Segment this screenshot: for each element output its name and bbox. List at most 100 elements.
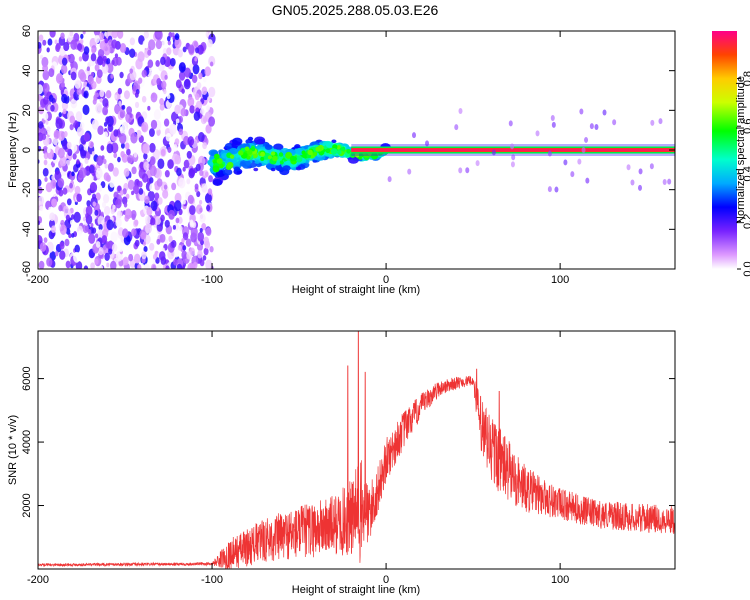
noise-cell — [68, 53, 75, 64]
noise-cell — [62, 108, 67, 115]
spec-xtick-label: -100 — [201, 274, 223, 286]
noise-cell — [183, 78, 191, 90]
spec-ytick-label: 0 — [21, 147, 33, 153]
noise-cell — [42, 112, 49, 121]
noise-cell — [156, 178, 163, 187]
snr-ytick-label: 4000 — [21, 430, 33, 454]
sparse-speck — [638, 184, 643, 191]
sparse-speck — [535, 130, 540, 137]
noise-cell — [38, 222, 43, 233]
spec-ytick-label: -40 — [21, 221, 33, 237]
noise-cell — [164, 219, 170, 228]
band-core-cell — [212, 165, 220, 173]
noise-cell — [58, 204, 63, 212]
noise-cell — [117, 241, 125, 253]
noise-cell — [167, 159, 174, 170]
noise-cell — [107, 162, 114, 172]
noise-cell — [105, 241, 110, 249]
noise-cell — [83, 92, 88, 98]
noise-cell — [97, 48, 105, 59]
noise-cell — [42, 70, 50, 81]
noise-cell — [89, 181, 98, 193]
noise-cell — [157, 197, 163, 205]
noise-cell — [71, 171, 75, 177]
noise-cell — [97, 184, 103, 192]
sparse-speck — [585, 177, 590, 184]
band-cell — [233, 166, 241, 172]
sparse-speck — [547, 150, 552, 157]
noise-cell — [204, 66, 211, 77]
noise-cell — [128, 244, 132, 249]
sparse-speck — [584, 136, 589, 143]
noise-cell — [187, 194, 194, 205]
noise-cell — [46, 126, 51, 133]
noise-cell — [150, 217, 156, 226]
noise-cell — [59, 224, 67, 235]
noise-cell — [164, 169, 170, 178]
noise-cell — [158, 251, 166, 261]
noise-cell — [55, 73, 64, 84]
noise-cell — [164, 238, 169, 245]
noise-cell — [199, 199, 203, 205]
noise-cell — [64, 238, 70, 247]
noise-cell — [140, 231, 147, 240]
noise-cell — [182, 245, 187, 251]
noise-cell — [38, 220, 41, 226]
noise-cell — [96, 266, 100, 269]
noise-cell — [150, 92, 158, 103]
band-core-cell — [250, 147, 256, 152]
noise-cell — [73, 251, 81, 263]
noise-cell — [66, 198, 72, 206]
noise-cell — [42, 39, 47, 46]
noise-cell — [134, 219, 139, 226]
noise-cell — [87, 75, 94, 85]
noise-cell — [111, 142, 119, 154]
noise-cell — [100, 145, 105, 151]
sparse-speck — [577, 158, 582, 165]
noise-cell — [149, 165, 157, 177]
noise-cell — [86, 66, 90, 72]
band-core-cell — [370, 152, 378, 160]
noise-cell — [61, 57, 68, 66]
noise-cell — [156, 238, 161, 245]
spec-xtick-label: 0 — [383, 274, 389, 286]
noise-cell — [90, 175, 94, 181]
noise-cell — [91, 227, 97, 234]
band-core-cell — [325, 148, 331, 154]
noise-cell — [119, 133, 127, 145]
noise-cell — [142, 241, 147, 246]
noise-cell — [113, 191, 119, 200]
figure-title: GN05.2025.288.05.03.E26 — [272, 2, 439, 18]
band-cell — [331, 139, 337, 144]
noise-cell — [207, 39, 213, 48]
noise-cell — [188, 168, 195, 179]
noise-cell — [110, 208, 115, 215]
snr-series-line — [38, 331, 675, 569]
spectrogram-panel: -200 -100 0 100 60 40 20 0 -20 -40 -60 Height of s… — [7, 25, 676, 296]
noise-cell — [98, 32, 105, 41]
noise-cell — [84, 157, 89, 164]
noise-cell — [104, 163, 108, 169]
noise-cell — [174, 33, 180, 41]
noise-cell — [174, 192, 182, 204]
noise-cell — [76, 126, 84, 137]
noise-cell — [58, 189, 64, 197]
noise-cell — [203, 247, 209, 256]
noise-cell — [77, 230, 83, 237]
noise-cell — [161, 80, 167, 89]
noise-cell — [195, 163, 201, 172]
noise-cell — [98, 224, 103, 231]
noise-cell — [71, 232, 75, 238]
noise-cell — [103, 131, 108, 138]
snr-xtick-label: -100 — [201, 574, 223, 586]
noise-cell — [98, 247, 104, 256]
sparse-speck — [510, 143, 515, 150]
noise-cell — [124, 142, 130, 150]
noise-cell — [38, 84, 44, 95]
sparse-speck — [387, 176, 392, 183]
noise-cell — [133, 184, 140, 195]
spectrogram-ylabel: Frequency (Hz) — [7, 112, 19, 188]
noise-cell — [202, 142, 207, 150]
noise-cell — [43, 237, 48, 243]
